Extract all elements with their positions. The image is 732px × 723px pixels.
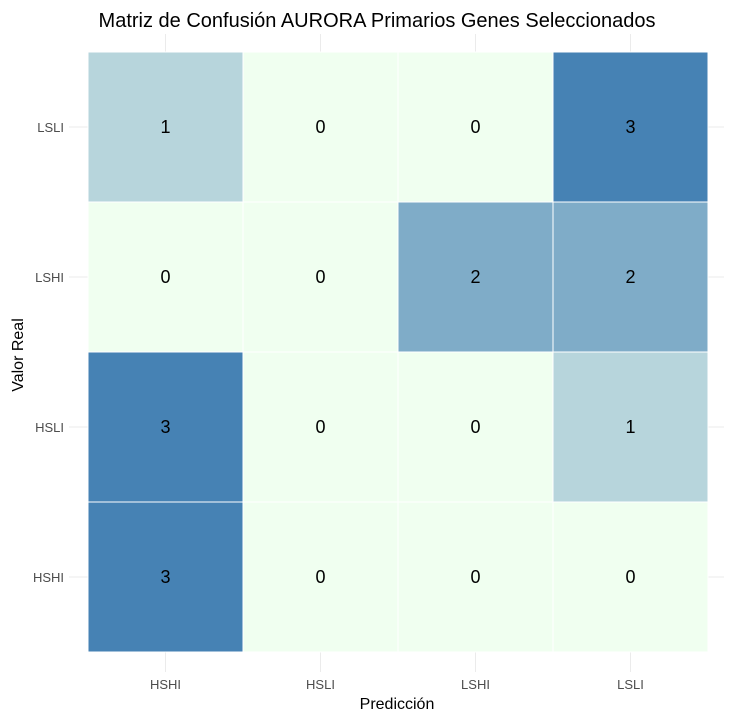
x-tick-label: HSLI xyxy=(306,677,335,692)
heatmap-cell-hshi-lsli xyxy=(552,501,709,653)
cell-value-label: 0 xyxy=(470,567,480,587)
heatmap-cell-lshi-hshi xyxy=(87,201,244,353)
cell-value-label: 3 xyxy=(160,567,170,587)
x-tick-label: LSLI xyxy=(617,677,644,692)
y-axis-title: Valor Real xyxy=(10,318,27,392)
cell-value-label: 0 xyxy=(160,267,170,287)
cell-value-label: 2 xyxy=(625,267,635,287)
cell-value-label: 3 xyxy=(160,417,170,437)
heatmap-cell-lshi-lsli xyxy=(552,201,709,353)
y-tick-label: LSLI xyxy=(37,120,64,135)
heatmap-cell-lsli-lshi xyxy=(397,51,554,203)
cell-value-label: 1 xyxy=(160,117,170,137)
y-tick-label: HSLI xyxy=(35,420,64,435)
heatmap-cell-hsli-lsli xyxy=(552,351,709,503)
heatmap-cell-hshi-hshi xyxy=(87,501,244,653)
cell-value-label: 0 xyxy=(315,417,325,437)
cell-value-label: 0 xyxy=(470,117,480,137)
x-axis-title: Predicción xyxy=(360,696,435,713)
x-tick-label: LSHI xyxy=(461,677,490,692)
cell-value-label: 0 xyxy=(625,567,635,587)
y-tick-label: HSHI xyxy=(33,570,64,585)
heatmap-cell-hshi-lshi xyxy=(397,501,554,653)
chart-title: Matriz de Confusión AURORA Primarios Gen… xyxy=(99,10,656,32)
heatmap-cells xyxy=(87,51,709,653)
cell-value-label: 2 xyxy=(470,267,480,287)
cell-value-label: 3 xyxy=(625,117,635,137)
cell-value-label: 1 xyxy=(625,417,635,437)
heatmap-cell-hshi-hsli xyxy=(242,501,399,653)
cell-value-label: 0 xyxy=(315,567,325,587)
cell-value-label: 0 xyxy=(315,117,325,137)
heatmap-cell-hsli-hsli xyxy=(242,351,399,503)
y-axis-tick-labels: HSHI HSLI LSHI LSLI xyxy=(33,120,64,585)
x-tick-label: HSHI xyxy=(150,677,181,692)
cell-value-labels: 3 0 0 0 3 0 0 1 0 0 2 2 1 0 0 3 xyxy=(160,117,635,587)
heatmap-cell-lsli-lsli xyxy=(552,51,709,203)
heatmap-cell-lsli-hsli xyxy=(242,51,399,203)
x-axis-tick-labels: HSHI HSLI LSHI LSLI xyxy=(150,677,644,692)
heatmap-cell-lshi-lshi xyxy=(397,201,554,353)
y-tick-label: LSHI xyxy=(35,270,64,285)
cell-value-label: 0 xyxy=(315,267,325,287)
cell-value-label: 0 xyxy=(470,417,480,437)
heatmap-cell-lsli-hshi xyxy=(87,51,244,203)
